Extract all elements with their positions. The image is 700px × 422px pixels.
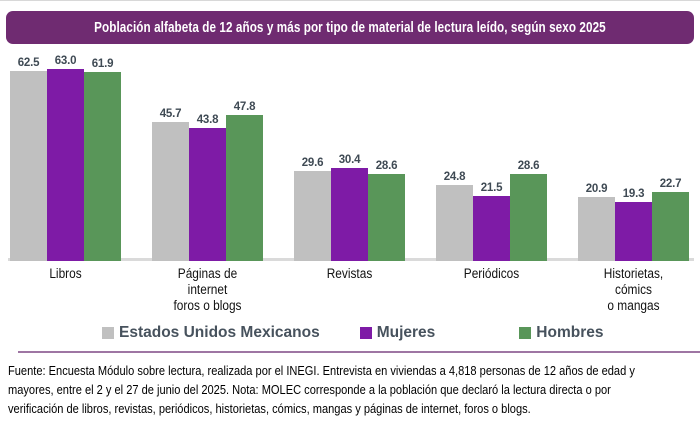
- legend-swatch-icon: [359, 326, 372, 339]
- bar-column: 43.8: [189, 113, 226, 261]
- bar-column: 63.0: [47, 55, 84, 261]
- bar-hombres: [510, 173, 547, 261]
- divider-line: [18, 350, 700, 353]
- bar-value-label: 21.5: [480, 181, 503, 194]
- bar-group-libros: 62.5 63.0 61.9: [10, 55, 121, 261]
- category-label-libros: Libros: [49, 266, 82, 281]
- category-label-peri-dicos: Periódicos: [463, 266, 520, 281]
- bar-column: 47.8: [226, 101, 263, 261]
- bar-estados-unidos-mexicanos: [578, 197, 615, 261]
- bar-column: 62.5: [10, 56, 47, 261]
- bar-hombres: [226, 115, 263, 261]
- bar-chart: 62.5 63.0 61.9 45.7 43.8 47.8 29.6 30.4 28.6 24.8…: [8, 51, 694, 261]
- bar-group-revistas: 29.6 30.4 28.6: [294, 154, 405, 261]
- bar-column: 28.6: [368, 160, 405, 261]
- bar-mujeres: [331, 168, 368, 261]
- source-note-line: Fuente: Encuesta Módulo sobre lectura, r…: [8, 362, 635, 378]
- source-note: Fuente: Encuesta Módulo sobre lectura, r…: [8, 361, 693, 419]
- bar-column: 24.8: [436, 171, 473, 261]
- legend-item-mujeres: Mujeres: [359, 323, 436, 342]
- bar-value-label: 62.5: [17, 56, 40, 69]
- bar-value-label: 22.7: [659, 177, 682, 190]
- bar-mujeres: [189, 127, 226, 261]
- bar-value-label: 61.9: [91, 58, 114, 71]
- bar-value-label: 24.8: [443, 171, 466, 184]
- bar-column: 22.7: [652, 178, 689, 261]
- bar-value-label: 19.3: [622, 188, 645, 201]
- bar-group-p-ginas-de-internet: 45.7 43.8 47.8: [152, 101, 263, 261]
- legend-item-estados-unidos-mexicanos: Estados Unidos Mexicanos: [102, 324, 320, 342]
- legend-item-hombres: Hombres: [519, 324, 603, 342]
- bar-estados-unidos-mexicanos: [152, 121, 189, 261]
- bar-column: 20.9: [578, 183, 615, 261]
- bar-value-label: 29.6: [301, 156, 324, 169]
- bar-column: 29.6: [294, 157, 331, 261]
- bar-column: 45.7: [152, 108, 189, 261]
- bar-column: 21.5: [473, 181, 510, 261]
- source-note-line: verificación de libros, revistas, periód…: [8, 401, 531, 417]
- source-note-line: mayores, entre el 2 y el 27 de junio del…: [8, 381, 611, 397]
- bar-value-label: 63.0: [54, 55, 77, 67]
- bar-group-historietas-c-mics: 20.9 19.3 22.7: [578, 178, 689, 261]
- legend-label: Hombres: [536, 323, 604, 341]
- bar-value-label: 20.9: [585, 183, 608, 196]
- bar-hombres: [84, 72, 121, 261]
- bar-mujeres: [473, 195, 510, 261]
- bar-estados-unidos-mexicanos: [10, 70, 47, 261]
- bar-groups: 62.5 63.0 61.9 45.7 43.8 47.8 29.6 30.4 28.6 24.8…: [10, 51, 689, 261]
- bar-mujeres: [615, 202, 652, 261]
- bar-value-label: 30.4: [338, 154, 361, 167]
- bar-value-label: 28.6: [375, 159, 398, 172]
- title-banner: Población alfabeta de 12 años y más por …: [6, 11, 694, 44]
- bar-mujeres: [47, 69, 84, 261]
- bar-column: 61.9: [84, 58, 121, 261]
- category-label-p-ginas-de-internet: Páginas de internet foros o blogs: [173, 266, 242, 314]
- legend-label: Mujeres: [376, 323, 436, 341]
- legend-swatch-icon: [102, 326, 114, 339]
- bar-value-label: 47.8: [233, 101, 256, 114]
- category-labels: Libros Páginas de internet foros o blogs R…: [10, 266, 689, 315]
- category-label-historietas-c-mics: Historietas, cómics o mangas: [603, 266, 664, 314]
- bar-estados-unidos-mexicanos: [294, 170, 331, 261]
- bar-column: 19.3: [615, 188, 652, 261]
- bar-hombres: [368, 173, 405, 261]
- bar-value-label: 45.7: [159, 107, 182, 120]
- legend-label: Estados Unidos Mexicanos: [119, 323, 320, 341]
- bar-value-label: 28.6: [517, 159, 540, 172]
- bar-column: 28.6: [510, 160, 547, 261]
- category-label-revistas: Revistas: [326, 266, 373, 281]
- bar-hombres: [652, 191, 689, 261]
- bar-estados-unidos-mexicanos: [436, 185, 473, 261]
- legend-swatch-icon: [519, 326, 532, 339]
- bar-group-peri-dicos: 24.8 21.5 28.6: [436, 160, 547, 261]
- page-title: Población alfabeta de 12 años y más por …: [94, 19, 606, 36]
- legend: Estados Unidos Mexicanos Mujeres Hombres: [0, 324, 700, 342]
- bar-column: 30.4: [331, 154, 368, 261]
- bar-value-label: 43.8: [196, 113, 219, 126]
